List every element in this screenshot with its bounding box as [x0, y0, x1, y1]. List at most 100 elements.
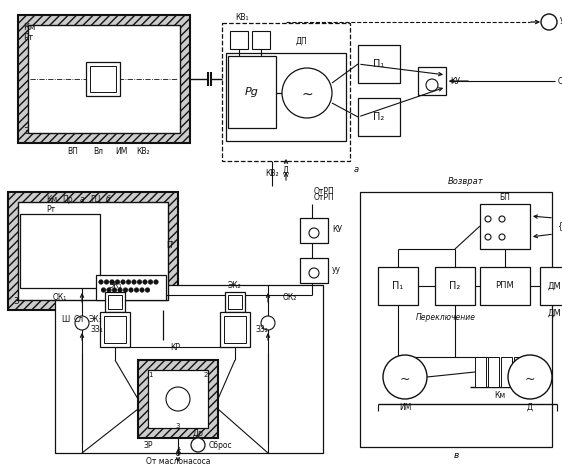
Circle shape [485, 216, 491, 222]
Text: {ОтРП: {ОтРП [557, 221, 562, 230]
Text: Рт: Рт [46, 204, 55, 213]
Text: П₁: П₁ [392, 281, 404, 291]
Text: ЗР: ЗР [143, 441, 152, 450]
Circle shape [140, 288, 144, 292]
Circle shape [110, 280, 114, 284]
Text: ~: ~ [301, 88, 313, 102]
Text: в: в [454, 452, 459, 461]
Text: Км: Км [23, 23, 35, 32]
Text: КР: КР [170, 343, 180, 352]
Circle shape [107, 288, 111, 292]
Circle shape [508, 355, 552, 399]
Text: Км: Км [495, 390, 506, 399]
Text: ИМ: ИМ [399, 403, 411, 412]
Bar [358, 98, 400, 136]
Text: ЭК₂: ЭК₂ [228, 282, 242, 291]
Text: Переключение: Переключение [416, 312, 476, 322]
Text: КУ: КУ [332, 226, 342, 235]
Circle shape [143, 280, 147, 284]
Bar [96, 275, 166, 300]
Text: Рт: Рт [23, 32, 33, 41]
Text: ДМ: ДМ [548, 309, 562, 317]
Text: Пр: Пр [62, 195, 72, 203]
Circle shape [123, 288, 128, 292]
Circle shape [309, 268, 319, 278]
Circle shape [137, 280, 142, 284]
Text: б: б [175, 448, 180, 457]
Bar [225, 292, 245, 312]
Text: БП: БП [500, 194, 510, 203]
Text: Др: Др [193, 430, 203, 439]
Circle shape [118, 288, 122, 292]
Circle shape [166, 387, 190, 411]
Bar [18, 15, 190, 143]
Text: КВ₂: КВ₂ [265, 169, 279, 178]
Circle shape [129, 288, 133, 292]
Text: 4: 4 [175, 447, 180, 455]
Text: РПМ: РПМ [496, 282, 514, 291]
Bar [435, 267, 475, 305]
Text: Вл: Вл [93, 147, 103, 156]
Circle shape [126, 280, 131, 284]
Circle shape [132, 280, 136, 284]
Text: б: б [106, 195, 111, 203]
Text: КУ: КУ [450, 76, 460, 86]
Text: П₁: П₁ [373, 59, 384, 69]
Circle shape [148, 280, 153, 284]
Text: ДП: ДП [296, 36, 308, 46]
Text: ЗЗ₁: ЗЗ₁ [90, 325, 103, 333]
Bar [475, 357, 486, 387]
Bar [148, 370, 208, 428]
Bar [224, 316, 246, 343]
Bar [104, 316, 126, 343]
Text: ЭК₁: ЭК₁ [108, 282, 122, 291]
Text: УП: УП [560, 17, 562, 26]
Circle shape [101, 288, 106, 292]
Bar [488, 357, 499, 387]
Circle shape [99, 280, 103, 284]
Text: Д: Д [527, 403, 533, 412]
Bar [28, 25, 180, 133]
Text: Ш: Ш [61, 315, 69, 324]
Bar [20, 214, 100, 288]
Text: уу: уу [332, 266, 341, 275]
Circle shape [121, 280, 125, 284]
Text: От маслонасоса: От маслонасоса [146, 457, 210, 466]
Bar [480, 204, 530, 249]
Bar [228, 56, 276, 128]
Circle shape [105, 280, 108, 284]
Text: ОК₂: ОК₂ [283, 292, 297, 301]
Circle shape [282, 68, 332, 118]
Circle shape [383, 355, 427, 399]
Text: ~: ~ [400, 373, 410, 385]
Text: Сл: Сл [74, 315, 84, 324]
Bar [220, 312, 250, 347]
Text: ИМ: ИМ [115, 147, 127, 156]
Bar [8, 192, 178, 310]
Bar [360, 192, 552, 447]
Bar [252, 31, 270, 49]
Text: Возврат: Возврат [448, 178, 484, 187]
Circle shape [112, 288, 117, 292]
Circle shape [426, 79, 438, 91]
Bar [300, 218, 328, 243]
Bar [228, 295, 242, 309]
Text: Сброс: Сброс [208, 440, 232, 449]
Circle shape [75, 316, 89, 330]
Text: От РП: От РП [558, 76, 562, 86]
Bar [108, 295, 122, 309]
Text: П': П' [166, 241, 174, 250]
Circle shape [541, 14, 557, 30]
Bar [378, 267, 418, 305]
Text: ЗЗ₂: ЗЗ₂ [256, 325, 269, 333]
Text: а: а [354, 165, 359, 174]
Circle shape [309, 228, 319, 238]
Bar [55, 285, 323, 453]
Bar [540, 267, 562, 305]
Text: ~: ~ [525, 373, 535, 385]
Text: Д: Д [283, 165, 289, 174]
Circle shape [261, 316, 275, 330]
Text: ОК₁: ОК₁ [53, 292, 67, 301]
Bar [501, 357, 512, 387]
Circle shape [146, 288, 149, 292]
